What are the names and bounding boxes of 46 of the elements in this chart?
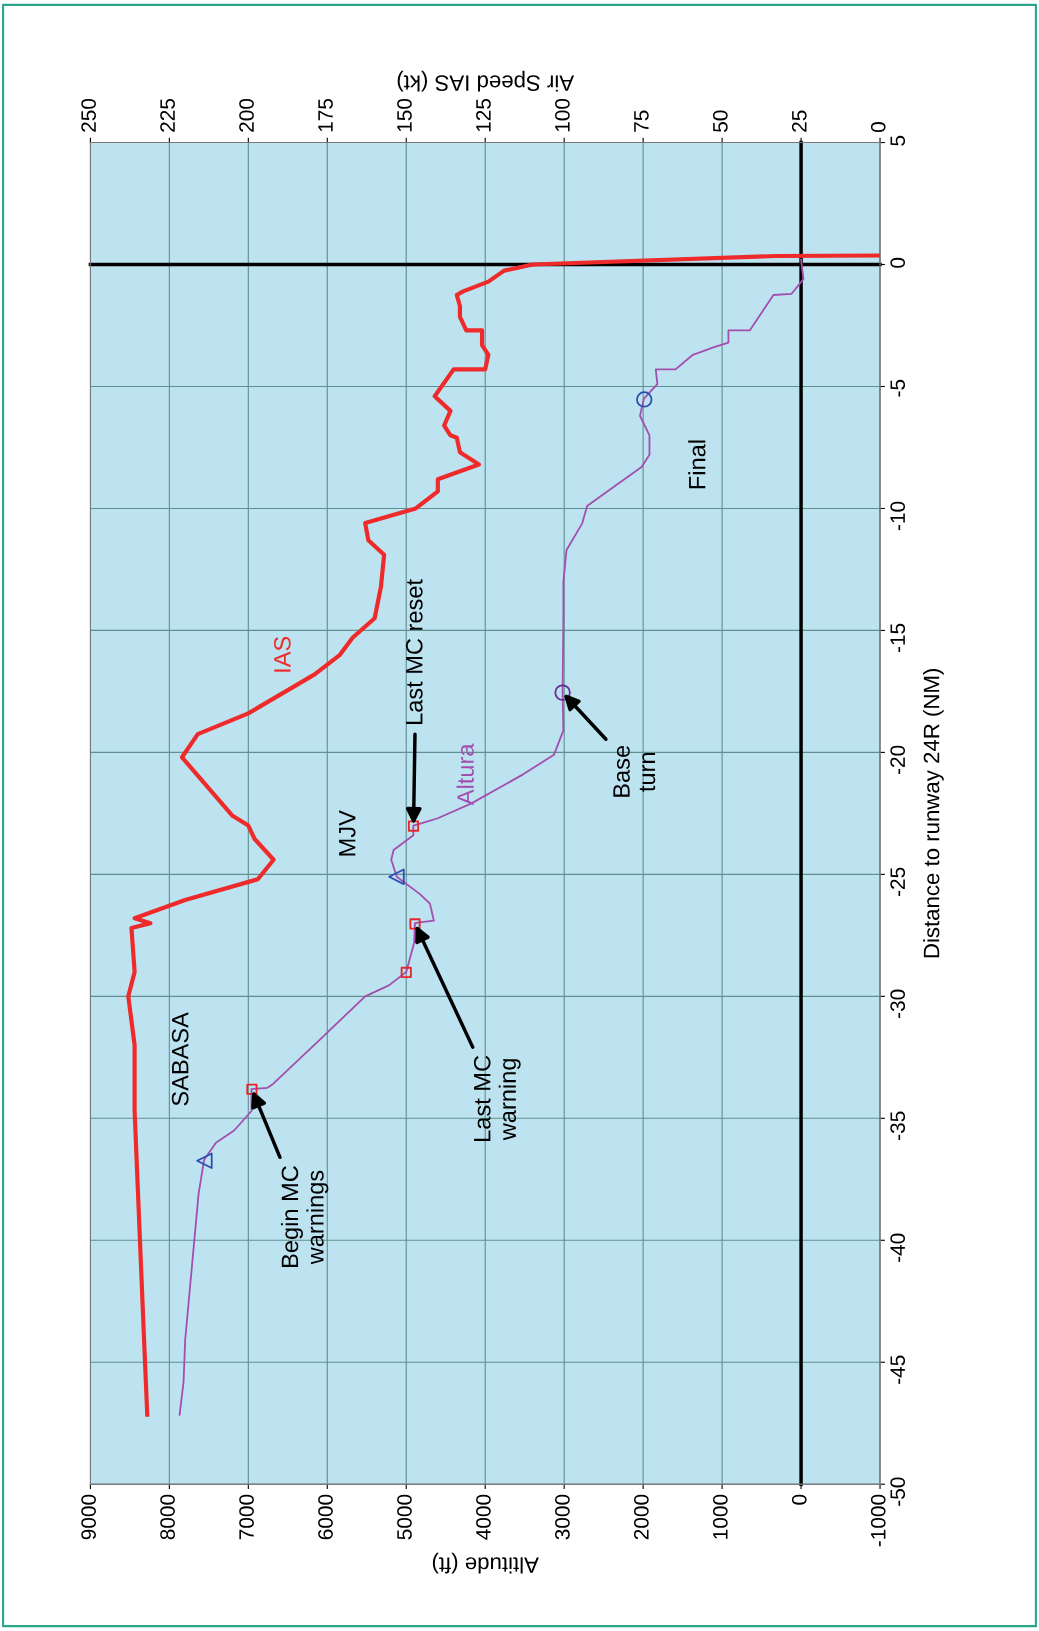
x-tick-label: 8000 (160, 1494, 175, 1540)
x2-tick-label: 125 (476, 98, 491, 132)
x-tick-label: 0 (791, 1494, 807, 1505)
x-axis-title: Altitude (ft) (432, 1552, 539, 1574)
x2-tick-label: 150 (397, 98, 412, 132)
x2-tick-label: 75 (634, 110, 649, 132)
annotation: Last MC reset (405, 579, 423, 724)
y-tick-label: -45 (890, 1355, 906, 1384)
y-tick-label: -35 (890, 1111, 906, 1140)
x-tick-label: 2000 (633, 1494, 649, 1540)
x2-tick-label: 50 (712, 110, 728, 132)
annotation: Base turn (613, 745, 656, 797)
annotation: Final (688, 440, 706, 489)
x2-tick-label: 200 (239, 98, 254, 132)
x2-tick-label: 225 (160, 98, 175, 132)
y-axis-title: Distance to runway 24R (NM) (923, 669, 944, 958)
x-tick-label: 4000 (476, 1494, 491, 1540)
x-tick-label: 7000 (239, 1494, 254, 1540)
y-tick-label: -25 (890, 867, 906, 896)
y-tick-label: -30 (890, 989, 906, 1018)
y-tick-label: -50 (890, 1477, 906, 1506)
y-tick-label: -40 (890, 1233, 906, 1262)
y-tick-label: -15 (890, 623, 906, 653)
text: IAS (273, 636, 291, 672)
y-tick-label: -5 (890, 379, 906, 397)
x-tick-label: 6000 (318, 1494, 333, 1540)
y-tick-label: -20 (890, 745, 906, 775)
y-tick-label: 0 (890, 257, 906, 268)
x2-tick-label: 25 (791, 110, 807, 132)
x-tick-label: 9000 (81, 1494, 96, 1540)
annotation: SABASA (171, 1012, 189, 1106)
y-tick-label: -10 (890, 501, 906, 531)
text: Altura (456, 743, 474, 806)
x2-tick-label: 0 (870, 122, 886, 133)
annotation: Begin MC warnings (280, 1166, 329, 1267)
annotation: MJV (339, 810, 356, 856)
x2-axis-title: Air Speed IAS (kt) (397, 70, 575, 92)
y-tick-label: 5 (890, 135, 906, 146)
x2-tick-label: 175 (318, 98, 333, 132)
x2-tick-label: 250 (81, 98, 96, 132)
x-tick-label: 5000 (397, 1494, 412, 1540)
x-tick-label: 1000 (712, 1494, 728, 1539)
x-tick-label: -1000 (870, 1494, 886, 1547)
x-tick-label: 3000 (555, 1494, 570, 1540)
annotation: Last MC warning (473, 1055, 521, 1141)
x2-tick-label: 100 (555, 98, 570, 132)
